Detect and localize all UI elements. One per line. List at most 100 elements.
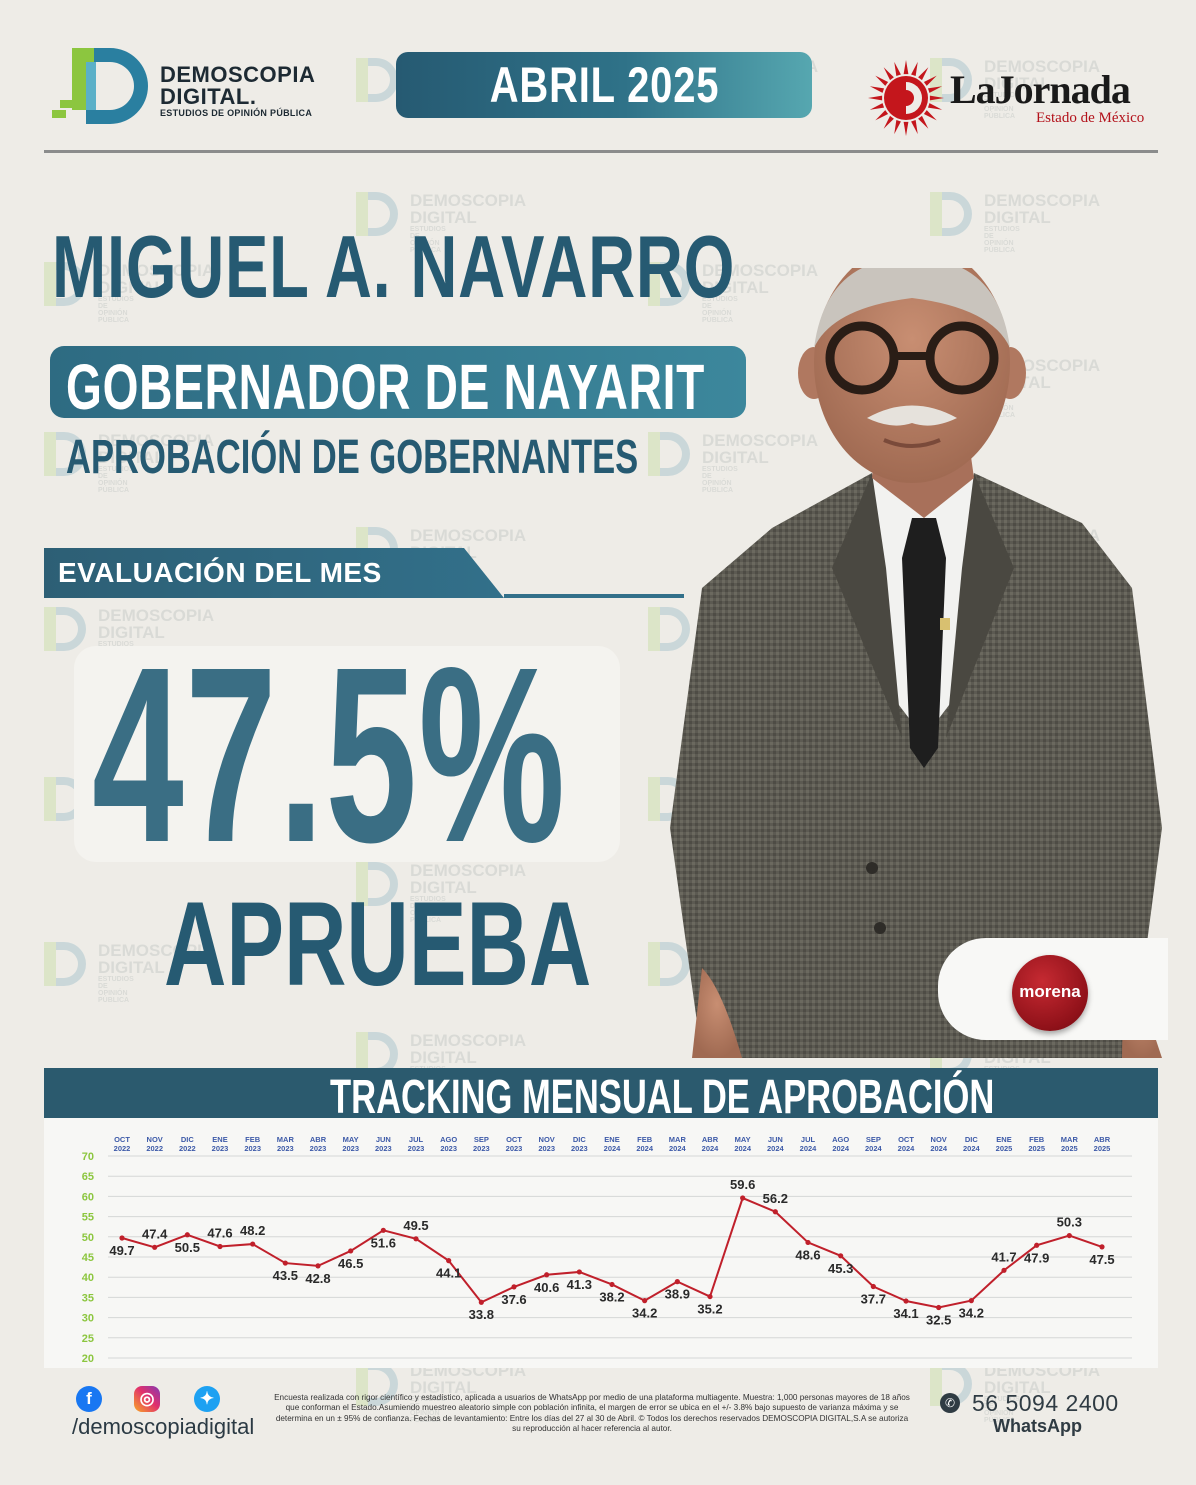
x-tick-month: FEB <box>1029 1135 1045 1144</box>
y-tick-label: 40 <box>82 1272 94 1284</box>
instagram-icon[interactable]: ◎ <box>134 1386 160 1412</box>
data-label: 56.2 <box>763 1191 788 1206</box>
x-tick-year: 2023 <box>538 1144 555 1153</box>
facebook-icon[interactable]: f <box>76 1386 102 1412</box>
x-tick-month: ENE <box>996 1135 1011 1144</box>
chart-title: TRACKING MENSUAL DE APROBACIÓN <box>330 1071 995 1124</box>
x-tick-year: 2022 <box>114 1144 131 1153</box>
data-point <box>740 1195 746 1201</box>
watermark-tagline: ESTUDIOS DE OPINIÓN PÚBLICA <box>410 896 446 924</box>
month-label: ABRIL 2025 <box>489 57 719 113</box>
sun-ray <box>927 103 943 110</box>
x-tick-year: 2025 <box>1061 1144 1078 1153</box>
header-divider <box>44 150 1158 153</box>
x-tick-year: 2023 <box>506 1144 523 1153</box>
y-tick-label: 50 <box>82 1232 94 1244</box>
x-tick-year: 2024 <box>865 1144 883 1153</box>
governor-role: GOBERNADOR DE NAYARIT <box>66 351 705 423</box>
x-tick-month: OCT <box>114 1135 130 1144</box>
data-label: 46.5 <box>338 1256 363 1271</box>
eval-band <box>44 548 684 598</box>
data-point <box>119 1235 125 1241</box>
sun-ray <box>927 86 943 93</box>
x-tick-month: NOV <box>147 1135 163 1144</box>
data-label: 50.5 <box>175 1240 200 1255</box>
data-label: 38.2 <box>599 1289 624 1304</box>
y-tick-label: 45 <box>82 1252 94 1264</box>
approval-caption: APRUEBA <box>164 877 592 1011</box>
x-tick-month: ABR <box>310 1135 327 1144</box>
y-tick-label: 70 <box>82 1151 94 1163</box>
governor-name: MIGUEL A. NAVARRO <box>52 217 736 316</box>
partner-subtitle: Estado de México <box>1036 110 1145 126</box>
sun-ray <box>929 95 944 101</box>
brand-name: DEMOSCOPIA <box>160 62 316 87</box>
party-name: morena <box>1019 982 1081 1001</box>
data-point <box>805 1239 811 1246</box>
data-point <box>707 1293 713 1300</box>
methodology-disclaimer: Encuesta realizada con rigor científico … <box>274 1393 910 1434</box>
data-point <box>413 1236 419 1242</box>
watermark-tagline: ESTUDIOS DE OPINIÓN PÚBLICA <box>984 92 1020 120</box>
data-point <box>1099 1244 1105 1250</box>
data-point <box>511 1284 517 1290</box>
sun-ray <box>875 110 889 121</box>
data-point <box>250 1241 256 1247</box>
data-point <box>544 1272 550 1278</box>
social-handle[interactable]: /demoscopiadigital <box>72 1414 255 1439</box>
data-label: 44.1 <box>436 1266 461 1281</box>
chart-panel <box>44 1118 1158 1368</box>
data-label: 40.6 <box>534 1280 559 1295</box>
brand-tagline: ESTUDIOS DE OPINIÓN PÚBLICA <box>160 108 313 118</box>
data-label: 34.2 <box>959 1306 984 1321</box>
data-point <box>674 1279 680 1285</box>
x-tick-year: 2024 <box>930 1144 948 1153</box>
whatsapp-icon[interactable]: ✆ <box>940 1393 960 1413</box>
jornada-sun-icon <box>868 60 944 136</box>
data-label: 49.7 <box>109 1243 134 1258</box>
x-tick-month: OCT <box>898 1135 914 1144</box>
data-label: 41.3 <box>567 1277 592 1292</box>
x-tick-month: SEP <box>866 1135 881 1144</box>
brand-name-2: DIGITAL. <box>160 84 257 109</box>
sun-ray <box>894 61 901 77</box>
data-label: 47.4 <box>142 1226 168 1241</box>
x-tick-month: ABR <box>702 1135 719 1144</box>
x-tick-year: 2024 <box>898 1144 916 1153</box>
x-tick-month: MAR <box>669 1135 687 1144</box>
x-tick-year: 2023 <box>408 1144 425 1153</box>
data-label: 34.1 <box>893 1306 918 1321</box>
x-tick-year: 2024 <box>734 1144 752 1153</box>
x-tick-month: FEB <box>245 1135 261 1144</box>
sun-ray <box>911 61 918 77</box>
data-label: 32.5 <box>926 1313 951 1328</box>
role-badge <box>50 346 746 418</box>
twitter-icon[interactable]: ✦ <box>194 1386 220 1412</box>
x-tick-month: NOV <box>539 1135 555 1144</box>
whatsapp-phone[interactable]: 56 5094 2400 <box>972 1390 1119 1416</box>
data-point <box>478 1299 484 1305</box>
y-tick-label: 25 <box>82 1333 94 1345</box>
x-tick-month: MAY <box>343 1135 359 1144</box>
watermark-tagline: ESTUDIOS DE OPINIÓN PÚBLICA <box>984 226 1020 254</box>
governor-photo <box>670 268 1162 1058</box>
y-tick-label: 30 <box>82 1313 94 1325</box>
data-label: 47.9 <box>1024 1250 1049 1265</box>
sun-ray <box>869 103 885 110</box>
data-point <box>1001 1267 1007 1273</box>
x-tick-month: DIC <box>573 1135 587 1144</box>
sun-ray <box>868 95 883 101</box>
data-point <box>1034 1242 1040 1248</box>
watermark-tagline: ESTUDIOS DE OPINIÓN PÚBLICA <box>98 976 134 1004</box>
x-tick-year: 2022 <box>179 1144 196 1153</box>
data-point <box>870 1283 876 1290</box>
x-tick-month: AGO <box>440 1135 457 1144</box>
x-tick-year: 2024 <box>767 1144 785 1153</box>
data-label: 51.6 <box>371 1235 396 1250</box>
data-label: 33.8 <box>469 1307 494 1322</box>
